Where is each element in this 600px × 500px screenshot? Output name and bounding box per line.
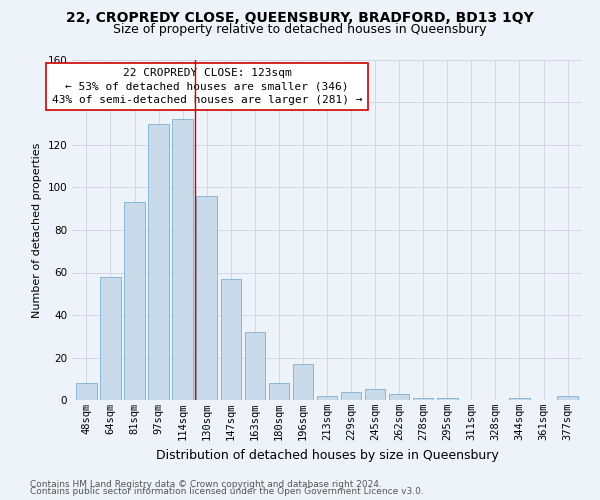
Bar bbox=[365, 390, 385, 400]
Text: Contains public sector information licensed under the Open Government Licence v3: Contains public sector information licen… bbox=[30, 487, 424, 496]
Bar bbox=[124, 202, 145, 400]
Bar bbox=[557, 396, 578, 400]
X-axis label: Distribution of detached houses by size in Queensbury: Distribution of detached houses by size … bbox=[155, 448, 499, 462]
Text: 22 CROPREDY CLOSE: 123sqm
← 53% of detached houses are smaller (346)
43% of semi: 22 CROPREDY CLOSE: 123sqm ← 53% of detac… bbox=[52, 68, 362, 105]
Bar bbox=[76, 383, 97, 400]
Bar bbox=[148, 124, 169, 400]
Text: Size of property relative to detached houses in Queensbury: Size of property relative to detached ho… bbox=[113, 22, 487, 36]
Bar bbox=[509, 398, 530, 400]
Bar bbox=[172, 120, 193, 400]
Bar bbox=[341, 392, 361, 400]
Bar bbox=[437, 398, 458, 400]
Bar bbox=[221, 279, 241, 400]
Bar bbox=[100, 276, 121, 400]
Bar bbox=[317, 396, 337, 400]
Bar bbox=[196, 196, 217, 400]
Y-axis label: Number of detached properties: Number of detached properties bbox=[32, 142, 42, 318]
Bar bbox=[413, 398, 433, 400]
Bar bbox=[245, 332, 265, 400]
Bar bbox=[389, 394, 409, 400]
Bar bbox=[293, 364, 313, 400]
Text: Contains HM Land Registry data © Crown copyright and database right 2024.: Contains HM Land Registry data © Crown c… bbox=[30, 480, 382, 489]
Bar bbox=[269, 383, 289, 400]
Text: 22, CROPREDY CLOSE, QUEENSBURY, BRADFORD, BD13 1QY: 22, CROPREDY CLOSE, QUEENSBURY, BRADFORD… bbox=[66, 11, 534, 25]
